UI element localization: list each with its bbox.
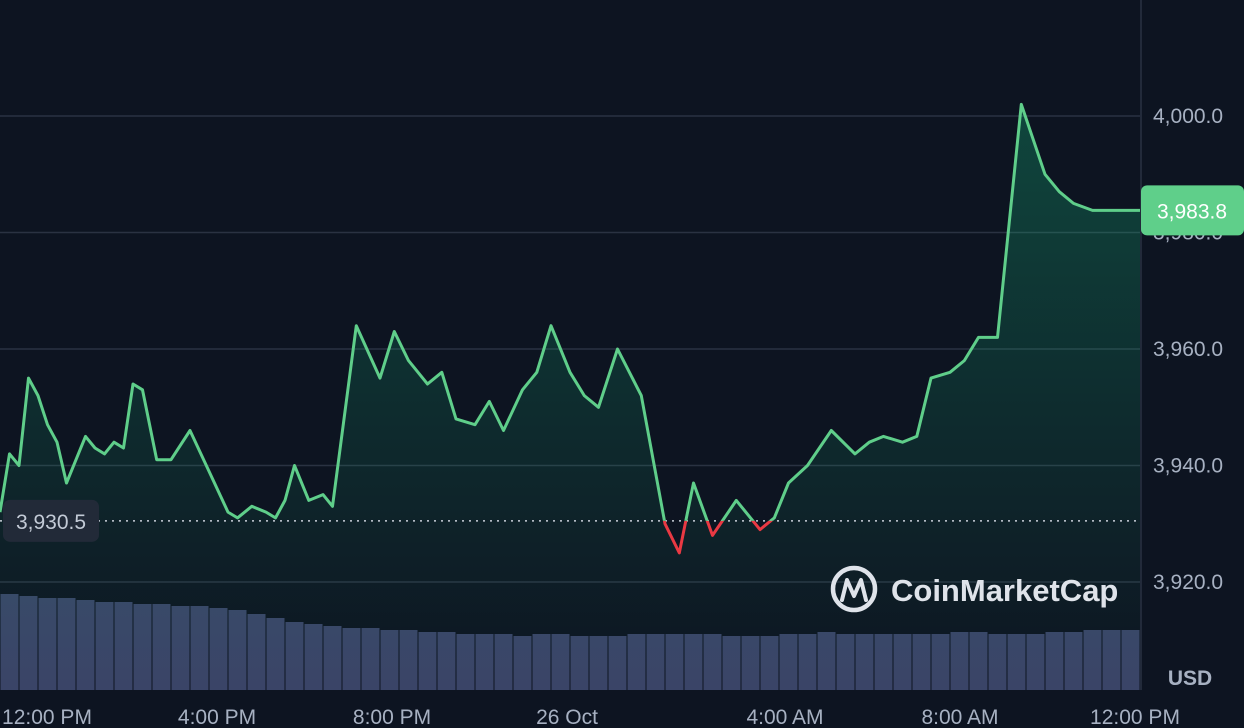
y-tick-label: 3,960.0: [1153, 338, 1223, 361]
reference-price-label: 3,930.5: [16, 511, 86, 534]
y-axis-ticks: 4,000.03,980.03,960.03,940.03,920.0: [1153, 105, 1223, 594]
x-tick-label: 12:00 PM: [1090, 706, 1180, 728]
x-tick-label: 4:00 PM: [178, 706, 256, 728]
current-price-label: 3,983.8: [1157, 200, 1227, 223]
x-axis-ticks: 12:00 PM 4:00 PM 8:00 PM 26 Oct 4:00 AM 8:00 …: [2, 706, 1180, 728]
y-tick-label: 3,920.0: [1153, 571, 1223, 594]
y-tick-label: 4,000.0: [1153, 105, 1223, 128]
x-tick-label: 4:00 AM: [746, 706, 823, 728]
price-line-up: [0, 102, 1140, 521]
coinmarketcap-logo: CoinMarketCap: [830, 565, 1118, 613]
x-tick-label: 8:00 AM: [921, 706, 998, 728]
x-tick-label: 8:00 PM: [353, 706, 431, 728]
coinmarketcap-logo-icon: [830, 565, 878, 613]
coinmarketcap-logo-text: CoinMarketCap: [891, 573, 1118, 608]
y-tick-label: 3,940.0: [1153, 455, 1223, 478]
price-area-fill: [0, 104, 1140, 690]
current-price-badge: 3,983.8: [1141, 185, 1244, 236]
reference-price-badge: 3,930.5: [3, 499, 99, 542]
y-unit-label: USD: [1168, 667, 1212, 690]
x-tick-label: 12:00 PM: [2, 706, 92, 728]
x-tick-label: 26 Oct: [536, 706, 598, 728]
